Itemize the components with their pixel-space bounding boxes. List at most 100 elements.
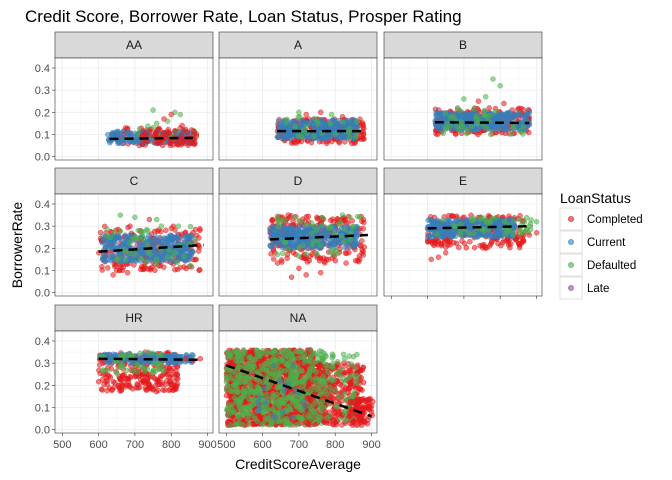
data-point-completed: [475, 98, 482, 104]
data-point-current: [441, 221, 447, 228]
facet-strip-label: NA: [290, 311, 307, 325]
data-point-completed: [168, 111, 174, 118]
y-tick-label: 0.3: [35, 85, 50, 97]
data-point-current: [511, 110, 517, 117]
data-point-defaulted: [328, 225, 335, 231]
data-point-completed: [139, 141, 146, 148]
data-point-defaulted: [339, 212, 346, 218]
data-point-completed: [117, 388, 123, 394]
data-point-completed: [104, 265, 111, 271]
data-point-defaulted: [153, 216, 160, 223]
data-point-defaulted: [319, 222, 325, 228]
data-point-defaulted: [146, 251, 153, 257]
data-point-completed: [195, 248, 202, 254]
data-point-current: [107, 257, 114, 264]
data-point-defaulted: [150, 124, 157, 131]
data-point-completed: [113, 267, 120, 274]
data-point-current: [436, 126, 443, 132]
data-point-current: [101, 256, 108, 263]
x-tick-label: 800: [162, 439, 180, 451]
data-point-current: [494, 125, 501, 131]
data-point-completed: [163, 227, 169, 234]
data-point-defaulted: [452, 223, 459, 230]
data-point-current: [285, 132, 292, 139]
data-point-completed: [330, 219, 337, 225]
data-point-completed: [533, 230, 540, 236]
data-point-defaulted: [335, 250, 341, 257]
data-point-completed: [284, 255, 290, 262]
data-point-completed: [434, 131, 441, 138]
data-point-current: [464, 116, 470, 122]
data-point-defaulted: [132, 214, 138, 221]
data-point-defaulted: [487, 218, 494, 225]
data-point-current: [146, 232, 152, 239]
data-point-completed: [104, 378, 111, 384]
data-point-completed: [358, 136, 365, 143]
panel-border: [383, 57, 543, 161]
data-point-completed: [99, 377, 106, 383]
trend-line: [98, 243, 204, 253]
data-point-current: [428, 229, 435, 235]
data-point-defaulted: [300, 242, 307, 249]
data-point-current: [116, 234, 123, 241]
data-point-defaulted: [159, 362, 165, 368]
data-point-completed: [450, 213, 456, 219]
data-point-defaulted: [481, 215, 488, 222]
data-point-current: [494, 229, 501, 236]
scatter-points: [96, 212, 203, 278]
data-point-defaulted: [170, 254, 177, 260]
data-point-current: [169, 352, 176, 358]
data-point-defaulted: [482, 94, 489, 100]
data-point-current: [267, 242, 273, 249]
data-point-defaulted: [292, 123, 298, 130]
data-point-current: [322, 123, 329, 129]
data-point-defaulted: [493, 214, 500, 221]
data-point-current: [328, 131, 334, 138]
y-tick-label: 0.2: [35, 107, 50, 119]
data-point-completed: [180, 139, 186, 145]
data-point-completed: [526, 129, 532, 136]
data-point-current: [153, 234, 159, 240]
y-tick-label: 0.2: [35, 380, 50, 392]
data-point-defaulted: [285, 246, 291, 253]
x-tick-label: 900: [198, 439, 216, 451]
data-point-defaulted: [457, 228, 464, 234]
data-point-current: [125, 129, 131, 135]
data-point-defaulted: [502, 231, 509, 237]
data-point-completed: [296, 265, 302, 272]
data-point-defaulted: [311, 223, 318, 230]
data-point-current: [446, 217, 452, 224]
scatter-points: [105, 107, 200, 149]
data-point-defaulted: [295, 133, 302, 139]
data-point-completed: [140, 128, 147, 134]
data-point-defaulted: [275, 218, 281, 224]
data-point-completed: [172, 266, 178, 273]
data-point-completed: [104, 387, 110, 394]
data-point-completed: [501, 100, 507, 107]
data-point-completed: [428, 256, 434, 263]
x-tick-label: 500: [53, 439, 71, 451]
data-point-completed: [105, 372, 111, 378]
data-point-defaulted: [297, 114, 303, 120]
data-point-completed: [501, 238, 507, 244]
y-tick-label: 0.4: [35, 336, 50, 348]
data-point-defaulted: [129, 236, 136, 242]
data-point-completed: [161, 264, 167, 270]
data-point-defaulted: [341, 238, 348, 245]
data-point-defaulted: [110, 229, 117, 236]
data-point-current: [180, 236, 186, 242]
data-point-completed: [146, 381, 153, 388]
data-point-defaulted: [150, 107, 156, 113]
data-point-defaulted: [353, 133, 359, 140]
data-point-defaulted: [440, 130, 447, 137]
data-point-current: [505, 112, 512, 118]
data-point-completed: [269, 218, 276, 224]
data-point-defaulted: [357, 214, 363, 220]
data-point-completed: [303, 111, 309, 118]
data-point-completed: [127, 373, 133, 380]
data-point-defaulted: [483, 125, 490, 132]
data-point-completed: [304, 259, 311, 265]
data-point-current: [121, 241, 128, 247]
